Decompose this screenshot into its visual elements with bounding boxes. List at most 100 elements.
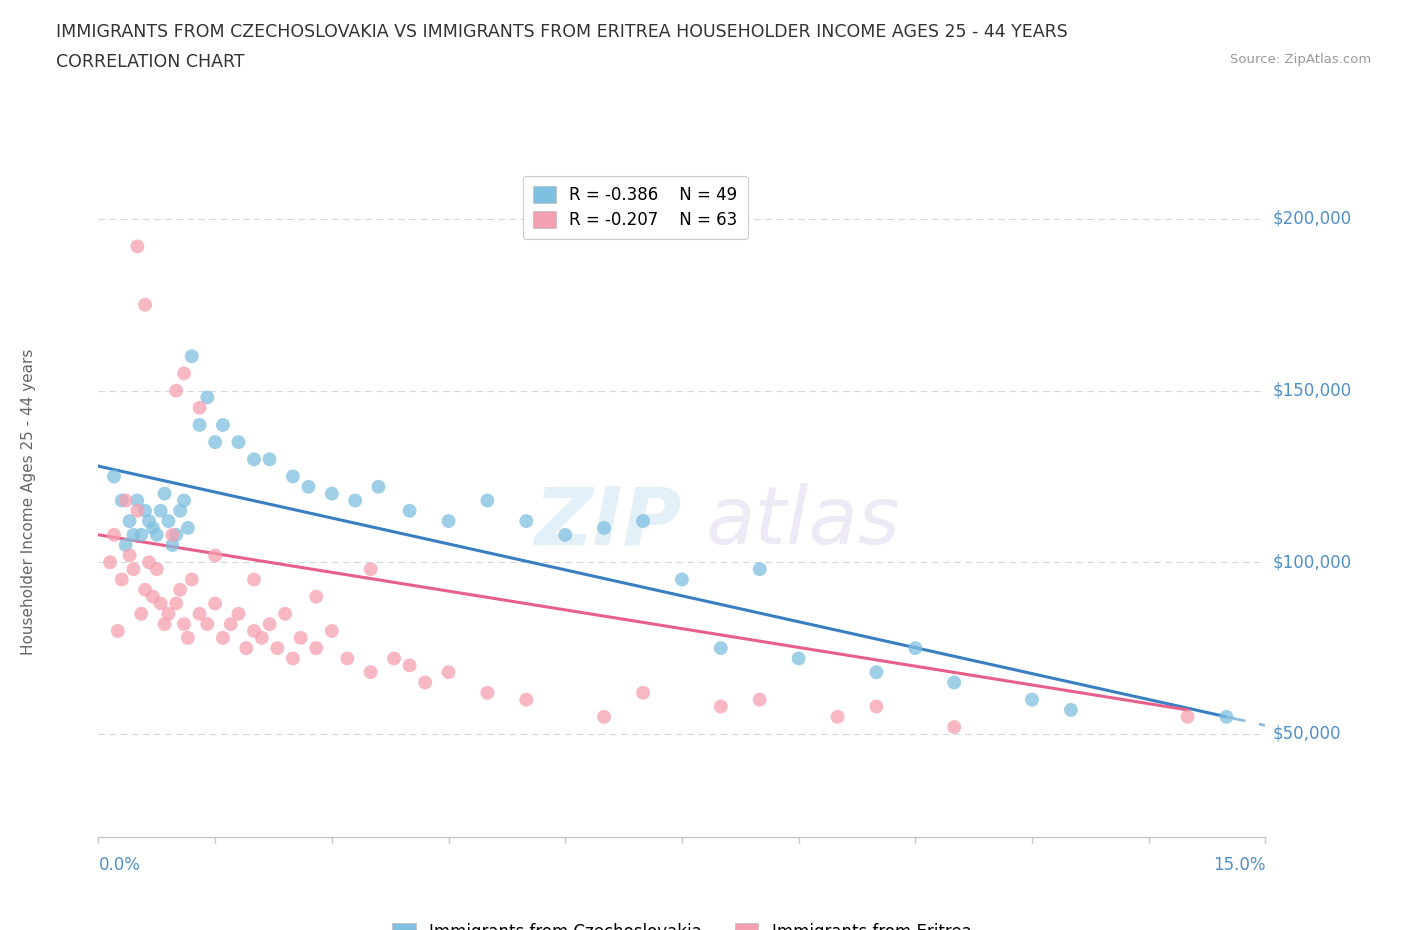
Point [149,503,172,518]
Point [827,710,849,724]
Point [165,596,187,611]
Text: Householder Income Ages 25 - 44 years: Householder Income Ages 25 - 44 years [21,349,35,656]
Point [305,641,328,656]
Point [138,555,160,570]
Point [266,641,288,656]
Point [593,710,616,724]
Point [165,527,187,542]
Point [382,651,405,666]
Point [398,503,420,518]
Point [212,418,235,432]
Point [162,527,184,542]
Point [228,434,250,449]
Point [243,623,266,638]
Point [1177,710,1199,724]
Point [865,699,887,714]
Text: 0.0%: 0.0% [98,856,141,873]
Point [153,617,176,631]
Legend: Immigrants from Czechoslovakia, Immigrants from Eritrea: Immigrants from Czechoslovakia, Immigran… [384,914,980,930]
Point [321,623,343,638]
Point [177,631,200,645]
Point [259,617,281,631]
Point [169,503,191,518]
Point [103,469,125,484]
Point [118,548,141,563]
Point [243,572,266,587]
Point [228,606,250,621]
Text: IMMIGRANTS FROM CZECHOSLOVAKIA VS IMMIGRANTS FROM ERITREA HOUSEHOLDER INCOME AGE: IMMIGRANTS FROM CZECHOSLOVAKIA VS IMMIGR… [56,23,1069,41]
Point [631,685,654,700]
Point [250,631,273,645]
Point [904,641,927,656]
Point [1215,710,1237,724]
Point [554,527,576,542]
Point [157,606,180,621]
Text: ZIP: ZIP [534,484,682,562]
Point [118,513,141,528]
Point [122,562,145,577]
Point [477,493,499,508]
Point [344,493,367,508]
Text: CORRELATION CHART: CORRELATION CHART [56,53,245,71]
Point [290,631,312,645]
Point [413,675,436,690]
Text: $150,000: $150,000 [1272,381,1351,400]
Point [153,486,176,501]
Point [748,562,770,577]
Point [134,503,156,518]
Point [195,617,218,631]
Point [787,651,810,666]
Point [204,548,226,563]
Point [437,665,460,680]
Point [127,493,149,508]
Point [114,493,136,508]
Point [235,641,257,656]
Point [748,692,770,707]
Point [157,513,180,528]
Point [146,562,169,577]
Point [1021,692,1043,707]
Point [943,720,966,735]
Text: 15.0%: 15.0% [1213,856,1265,873]
Point [180,349,202,364]
Point [149,596,172,611]
Point [281,651,304,666]
Point [631,513,654,528]
Point [138,513,160,528]
Text: $50,000: $50,000 [1272,725,1341,743]
Point [515,513,537,528]
Point [305,590,328,604]
Point [134,298,156,312]
Point [219,617,242,631]
Point [274,606,297,621]
Point [515,692,537,707]
Point [142,521,165,536]
Point [360,562,382,577]
Point [1060,702,1083,717]
Point [129,527,152,542]
Point [98,555,121,570]
Point [111,493,134,508]
Point [710,641,733,656]
Point [180,572,202,587]
Point [297,479,319,494]
Point [398,658,420,672]
Point [259,452,281,467]
Point [204,434,226,449]
Point [173,366,195,381]
Point [671,572,693,587]
Point [103,527,125,542]
Point [195,390,218,405]
Text: atlas: atlas [706,484,900,562]
Point [943,675,966,690]
Point [367,479,389,494]
Point [169,582,191,597]
Text: Source: ZipAtlas.com: Source: ZipAtlas.com [1230,53,1371,66]
Point [134,582,156,597]
Point [188,418,211,432]
Point [188,400,211,415]
Text: $100,000: $100,000 [1272,553,1351,571]
Point [593,521,616,536]
Point [142,590,165,604]
Point [336,651,359,666]
